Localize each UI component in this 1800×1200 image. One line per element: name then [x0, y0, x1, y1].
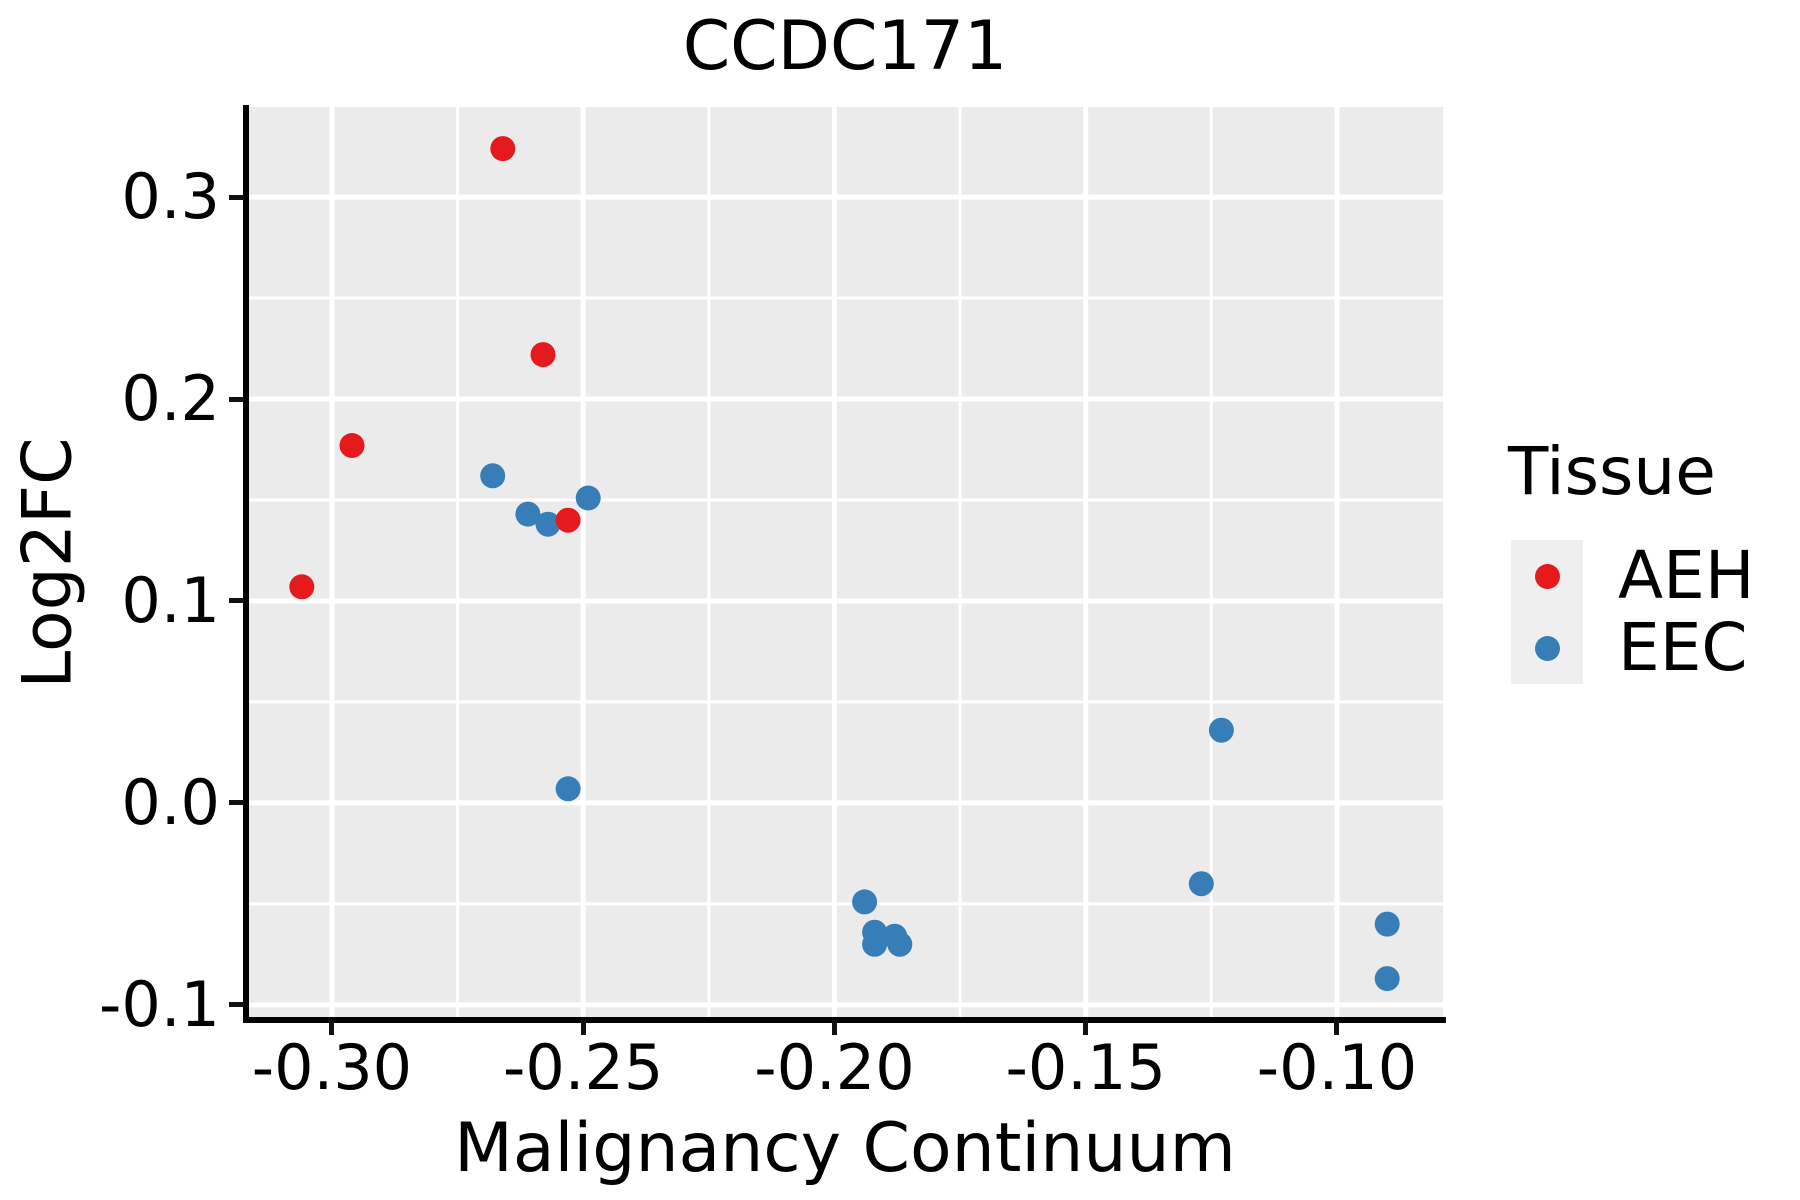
data-point-eec: [1374, 966, 1400, 992]
legend-dot-aeh: [1535, 563, 1560, 589]
data-point-eec: [887, 931, 913, 957]
x-tick-mark: [1083, 1020, 1089, 1035]
x-tick-mark: [329, 1020, 335, 1035]
data-point-eec: [852, 889, 878, 915]
y-tick-label: -0.1: [99, 967, 220, 1041]
plot-panel: [247, 107, 1443, 1020]
y-tick-mark: [229, 396, 244, 402]
x-axis-title: Malignancy Continuum: [454, 1109, 1236, 1188]
panel-canvas: [247, 107, 1443, 1020]
data-point-eec: [480, 463, 506, 489]
y-tick-label: 0.3: [121, 160, 220, 234]
y-tick-label: 0.2: [121, 362, 220, 435]
data-point-eec: [575, 485, 601, 511]
y-tick-label: 0.0: [121, 765, 220, 839]
x-tick-label: -0.15: [1005, 1031, 1166, 1104]
y-tick-mark: [229, 598, 244, 604]
x-tick-mark: [580, 1020, 586, 1035]
x-axis-line: [243, 1017, 1446, 1023]
data-point-aeh: [490, 136, 516, 162]
data-point-eec: [862, 931, 888, 957]
data-point-aeh: [555, 507, 581, 533]
data-point-eec: [555, 776, 581, 802]
legend-dot-eec: [1535, 635, 1560, 661]
data-point-eec: [535, 511, 561, 537]
x-tick-mark: [831, 1020, 837, 1035]
x-tick-label: -0.10: [1256, 1031, 1418, 1104]
x-tick-mark: [1334, 1020, 1340, 1035]
data-point-aeh: [530, 342, 556, 368]
x-tick-label: -0.25: [502, 1031, 664, 1104]
y-axis-line: [243, 105, 249, 1023]
y-tick-mark: [229, 1002, 244, 1008]
data-point-eec: [515, 501, 541, 527]
data-point-eec: [1188, 871, 1214, 897]
plot-title: CCDC171: [682, 7, 1008, 86]
legend-label-eec: EEC: [1618, 609, 1748, 686]
data-point-eec: [1208, 717, 1234, 743]
x-tick-label: -0.30: [251, 1031, 413, 1104]
y-tick-mark: [229, 194, 244, 200]
data-point-aeh: [339, 433, 365, 458]
legend-title: Tissue: [1508, 433, 1716, 510]
x-tick-label: -0.20: [754, 1031, 915, 1104]
y-axis-title-text: Log2FC: [8, 437, 88, 689]
data-point-eec: [1374, 911, 1400, 937]
y-tick-mark: [229, 800, 244, 806]
y-tick-label: 0.1: [121, 563, 220, 637]
data-point-aeh: [289, 574, 315, 600]
legend-label-aeh: AEH: [1618, 537, 1755, 614]
